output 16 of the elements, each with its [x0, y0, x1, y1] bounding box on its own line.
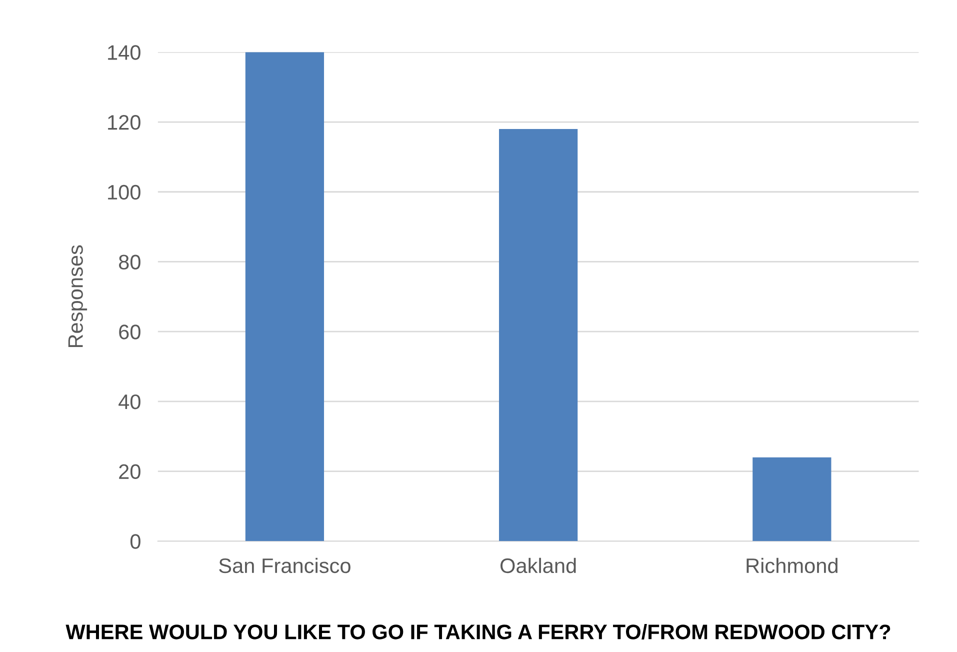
y-tick-label: 100: [108, 184, 140, 200]
bar: [245, 52, 324, 542]
y-tick-label: 120: [108, 115, 140, 130]
y-tick-label: 140: [108, 45, 140, 60]
y-axis-title: Responses: [68, 245, 88, 348]
y-tick-label: 40: [118, 394, 140, 410]
x-tick-label: Oakland: [500, 558, 576, 574]
x-tick-label: Richmond: [746, 558, 838, 574]
y-tick-label: 0: [130, 534, 140, 549]
y-tick-label: 60: [119, 324, 140, 340]
y-tick-label: 20: [119, 464, 140, 480]
x-tick-label: San Francisco: [219, 558, 350, 574]
y-tick-label: 80: [118, 254, 140, 270]
text: WHERE WOULD YOU LIKE TO GO IF TAKING A FERRY TO/FROM REDWOOD CITY?: [66, 624, 890, 640]
bar: [499, 129, 578, 542]
bar: [752, 457, 832, 542]
